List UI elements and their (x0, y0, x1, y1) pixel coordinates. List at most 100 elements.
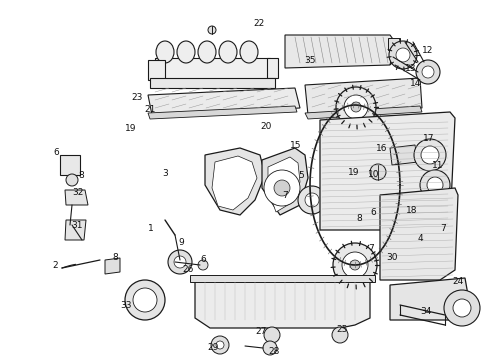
Text: 32: 32 (72, 188, 83, 197)
Text: 23: 23 (131, 93, 143, 102)
Polygon shape (105, 258, 120, 274)
Text: 6: 6 (200, 256, 206, 265)
Circle shape (342, 252, 368, 278)
Circle shape (421, 146, 439, 164)
Polygon shape (262, 148, 308, 215)
Polygon shape (155, 58, 270, 80)
Text: 4: 4 (418, 234, 424, 243)
Polygon shape (150, 78, 275, 88)
Text: 35: 35 (304, 55, 316, 64)
Text: 8: 8 (78, 171, 84, 180)
Polygon shape (390, 278, 468, 320)
Text: 12: 12 (422, 45, 433, 54)
Ellipse shape (198, 41, 216, 63)
Polygon shape (60, 155, 80, 175)
Text: 11: 11 (432, 161, 443, 170)
Circle shape (168, 250, 192, 274)
Text: 5: 5 (298, 171, 304, 180)
Circle shape (390, 165, 410, 185)
Circle shape (298, 186, 326, 214)
Circle shape (198, 260, 208, 270)
Circle shape (444, 290, 480, 326)
Circle shape (333, 243, 377, 287)
Polygon shape (390, 145, 418, 165)
Text: 9: 9 (178, 238, 184, 247)
Circle shape (336, 87, 376, 127)
Circle shape (332, 327, 348, 343)
Polygon shape (190, 275, 375, 282)
Text: 16: 16 (376, 144, 388, 153)
Polygon shape (268, 157, 300, 212)
Circle shape (420, 170, 450, 200)
Circle shape (453, 299, 471, 317)
Text: 14: 14 (410, 78, 421, 87)
Text: 28: 28 (268, 347, 279, 356)
Text: 20: 20 (260, 122, 271, 131)
Circle shape (400, 195, 430, 225)
Circle shape (125, 280, 165, 320)
Text: 19: 19 (125, 123, 137, 132)
Circle shape (389, 41, 417, 69)
Polygon shape (148, 88, 300, 115)
Text: 7: 7 (282, 190, 288, 199)
Text: 19: 19 (348, 167, 360, 176)
Text: 8: 8 (112, 252, 118, 261)
Polygon shape (148, 106, 297, 119)
Circle shape (396, 171, 404, 179)
Circle shape (396, 48, 410, 62)
Polygon shape (212, 156, 257, 210)
Text: 17: 17 (423, 134, 435, 143)
Circle shape (350, 260, 360, 270)
Text: 33: 33 (120, 301, 131, 310)
Circle shape (370, 164, 386, 180)
Text: 7: 7 (368, 243, 374, 252)
Text: 6: 6 (53, 148, 59, 157)
Circle shape (216, 341, 224, 349)
Text: 15: 15 (290, 140, 301, 149)
Text: 1: 1 (148, 224, 154, 233)
Circle shape (211, 336, 229, 354)
Polygon shape (305, 106, 422, 119)
Text: 7: 7 (440, 224, 446, 233)
Polygon shape (267, 58, 278, 78)
Ellipse shape (219, 41, 237, 63)
Polygon shape (205, 148, 265, 215)
Circle shape (208, 26, 216, 34)
Text: 22: 22 (253, 18, 264, 27)
Text: 21: 21 (144, 104, 155, 113)
Text: 6: 6 (370, 207, 376, 216)
Ellipse shape (156, 41, 174, 63)
Polygon shape (388, 38, 400, 50)
Polygon shape (380, 188, 458, 280)
Ellipse shape (177, 41, 195, 63)
Circle shape (382, 157, 418, 193)
Text: 24: 24 (452, 278, 463, 287)
Circle shape (274, 180, 290, 196)
Text: 30: 30 (386, 253, 397, 262)
Circle shape (351, 102, 361, 112)
Circle shape (407, 202, 423, 218)
Text: 31: 31 (71, 220, 82, 230)
Text: 8: 8 (356, 213, 362, 222)
Text: 25: 25 (336, 325, 347, 334)
Polygon shape (305, 78, 422, 115)
Circle shape (263, 341, 277, 355)
Circle shape (422, 66, 434, 78)
Text: 2: 2 (52, 261, 58, 270)
Polygon shape (148, 60, 165, 80)
Circle shape (264, 170, 300, 206)
Ellipse shape (240, 41, 258, 63)
Text: 3: 3 (162, 168, 168, 177)
Polygon shape (320, 112, 455, 230)
Polygon shape (285, 35, 395, 68)
Circle shape (66, 174, 78, 186)
Text: 18: 18 (406, 206, 417, 215)
Circle shape (344, 95, 368, 119)
Polygon shape (65, 220, 86, 240)
Text: 26: 26 (182, 266, 194, 274)
Circle shape (416, 60, 440, 84)
Text: 13: 13 (405, 63, 416, 72)
Circle shape (133, 288, 157, 312)
Circle shape (414, 139, 446, 171)
Text: 29: 29 (207, 343, 219, 352)
